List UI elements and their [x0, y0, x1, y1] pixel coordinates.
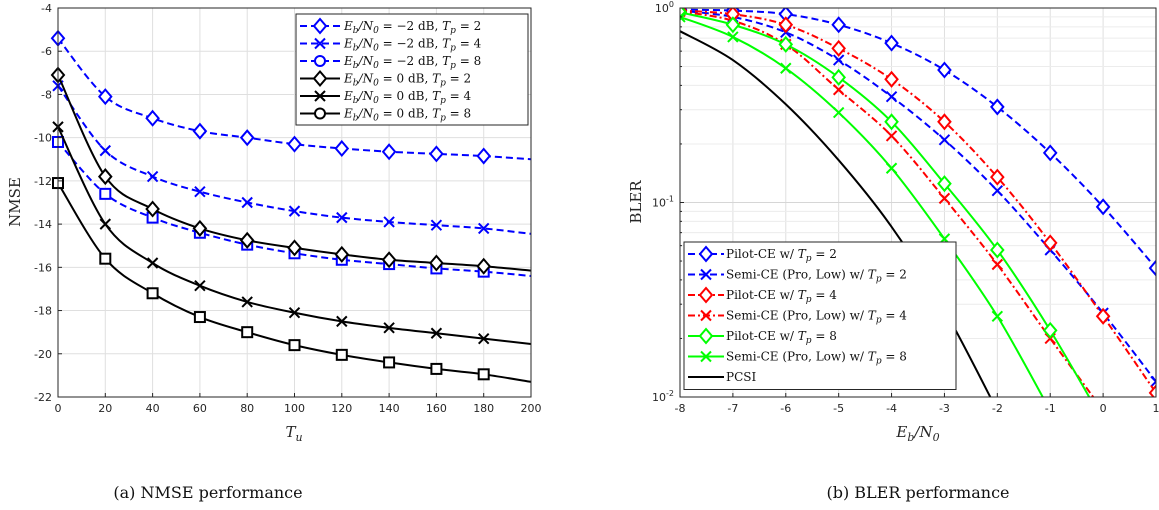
bler-xlabel: Eb/N0: [895, 423, 939, 444]
nmse-xtick-label: 120: [331, 402, 352, 415]
nmse-caption: (a) NMSE performance: [113, 483, 302, 502]
nmse-point-marker: [100, 189, 110, 199]
nmse-legend: Eb/N0 = −2 dB, Tp = 2Eb/N0 = −2 dB, Tp =…: [296, 14, 528, 125]
nmse-legend-marker: [315, 56, 325, 66]
nmse-point-marker: [479, 369, 489, 379]
bler-xtick-label: -4: [886, 402, 897, 415]
nmse-xtick-label: 0: [55, 402, 62, 415]
nmse-ytick-label: -12: [34, 175, 52, 188]
nmse-point-marker: [384, 357, 394, 367]
bler-ylabel: BLER: [627, 180, 645, 224]
nmse-ytick-label: -16: [34, 261, 52, 274]
bler-xtick-label: -7: [727, 402, 738, 415]
nmse-xtick-label: 40: [146, 402, 160, 415]
nmse-chart: 0 20 40 60 80 100 120 140 160 180 200 -22 -20 -18 -16 -…: [6, 2, 542, 502]
nmse-xtick-label: 140: [379, 402, 400, 415]
bler-ytick-label: 10-2: [652, 389, 674, 404]
bler-caption: (b) BLER performance: [826, 483, 1009, 502]
nmse-point-marker: [148, 288, 158, 298]
nmse-xlabel: Tu: [285, 423, 302, 444]
nmse-point-marker: [100, 254, 110, 264]
bler-xtick-label: -3: [939, 402, 950, 415]
bler-chart: -8 -7 -6 -5 -4 -3 -2 -1 0 1 10-2 10-1 100 BLER Eb/N0…: [627, 0, 1159, 502]
nmse-point-marker: [431, 364, 441, 374]
bler-xtick-label: -6: [780, 402, 791, 415]
nmse-ytick-label: -10: [34, 132, 52, 145]
bler-xtick-label: -5: [833, 402, 844, 415]
nmse-xtick-label: 20: [98, 402, 112, 415]
bler-xtick-label: -1: [1045, 402, 1056, 415]
nmse-ytick-label: -22: [34, 391, 52, 404]
nmse-ytick-label: -4: [41, 2, 52, 15]
bler-ytick-label: 10-1: [652, 195, 674, 210]
bler-xtick-label: -2: [992, 402, 1003, 415]
nmse-ylabel: NMSE: [6, 177, 24, 227]
bler-legend-label: PCSI: [726, 370, 756, 384]
nmse-point-marker: [337, 350, 347, 360]
nmse-ytick-label: -18: [34, 305, 52, 318]
nmse-xtick-label: 60: [193, 402, 207, 415]
nmse-point-marker: [195, 312, 205, 322]
nmse-point-marker: [242, 327, 252, 337]
nmse-xtick-label: 80: [240, 402, 254, 415]
bler-ytick-label: 100: [655, 0, 674, 15]
nmse-ytick-label: -6: [41, 45, 52, 58]
bler-xtick-label: 0: [1100, 402, 1107, 415]
nmse-ytick-label: -14: [34, 218, 52, 231]
nmse-legend-marker: [315, 109, 325, 119]
nmse-point-marker: [290, 340, 300, 350]
nmse-xtick-label: 180: [473, 402, 494, 415]
nmse-ytick-label: -20: [34, 348, 52, 361]
nmse-ytick-label: -8: [41, 88, 52, 101]
nmse-xtick-label: 160: [426, 402, 447, 415]
bler-xtick-label: 1: [1153, 402, 1159, 415]
nmse-xtick-label: 100: [284, 402, 305, 415]
bler-xtick-label: -8: [675, 402, 686, 415]
nmse-xtick-label: 200: [521, 402, 542, 415]
